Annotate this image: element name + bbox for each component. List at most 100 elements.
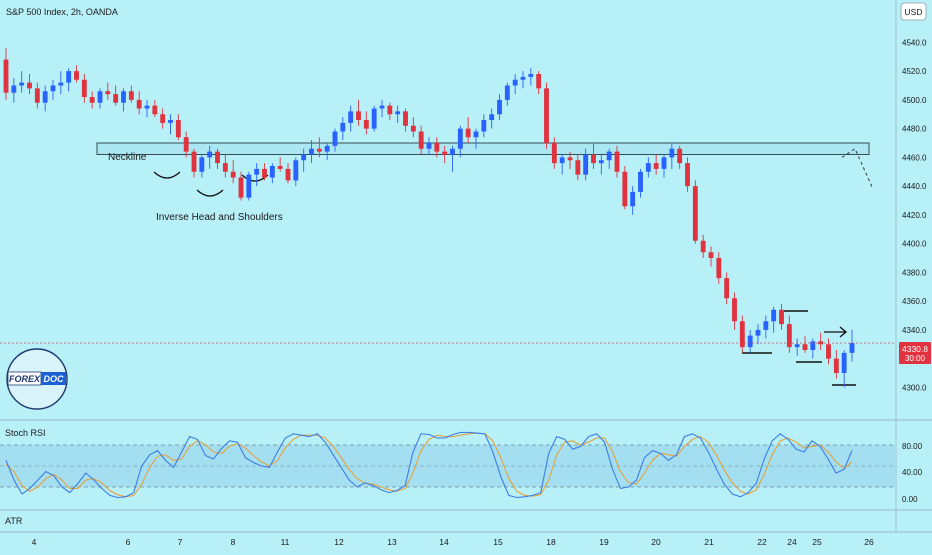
candle-bear <box>238 177 244 198</box>
candle-bear <box>363 120 369 129</box>
candle-bear <box>544 88 549 143</box>
candle-bear <box>708 252 714 258</box>
candle-bear <box>551 143 557 164</box>
candle-bull <box>66 71 72 83</box>
candle-bear <box>89 97 95 103</box>
candle-bull <box>293 160 299 181</box>
candle-bear <box>160 114 166 123</box>
candle-bear <box>222 163 228 172</box>
candle-bull <box>489 114 495 120</box>
candle-bull <box>450 148 455 155</box>
candle-bull <box>11 85 17 93</box>
time-label: 11 <box>281 537 290 547</box>
candle-bull <box>481 120 487 132</box>
last-price-tag <box>899 342 931 364</box>
candle-bear <box>724 278 730 299</box>
price-tick-label: 4420.0 <box>902 211 927 220</box>
candle-bear <box>230 171 236 178</box>
candle-bull <box>606 151 612 161</box>
candle-bear <box>113 94 119 103</box>
candle-bull <box>19 82 25 86</box>
candle-bull <box>645 163 651 172</box>
candle-bear <box>316 148 322 152</box>
candle-bear <box>739 321 745 348</box>
candle-bear <box>27 82 32 89</box>
time-label: 8 <box>231 537 236 547</box>
candle-bull <box>583 154 589 175</box>
candle-bear <box>716 258 722 279</box>
price-tick-label: 4460.0 <box>902 153 927 162</box>
candle-bull <box>371 108 377 129</box>
candle-bear <box>277 166 283 169</box>
candle-bear <box>191 151 197 172</box>
last-price-value: 4330.8 <box>902 344 928 354</box>
price-tick-label: 4400.0 <box>902 240 927 249</box>
candle-bull <box>763 321 769 330</box>
candle-bear <box>387 105 393 115</box>
candle-bear <box>692 186 698 241</box>
candle-bull <box>520 76 526 80</box>
price-tick-label: 4500.0 <box>902 96 927 105</box>
candle-bear <box>536 74 542 89</box>
candle-bear <box>285 168 291 181</box>
time-label: 15 <box>493 537 503 547</box>
candle-bear <box>622 171 628 207</box>
candle-bull <box>512 79 518 86</box>
candle-bull <box>50 85 56 92</box>
currency-label: USD <box>905 7 923 17</box>
candle-bull <box>661 157 667 169</box>
candle-bull <box>144 105 150 109</box>
candle-bull <box>426 143 432 149</box>
candle-bear <box>614 151 620 172</box>
candle-bear <box>105 91 111 95</box>
candle-bull <box>849 343 855 353</box>
time-label: 20 <box>651 537 661 547</box>
chart-title: S&P 500 Index, 2h, OANDA <box>6 7 118 17</box>
candle-bull <box>638 171 643 192</box>
candle-bear <box>410 125 416 132</box>
forexdoc-logo: FOREX DOC <box>6 348 68 410</box>
candle-bull <box>747 335 753 348</box>
candle-bull <box>199 157 205 172</box>
candle-bull <box>771 309 777 322</box>
last-price-countdown: 30:00 <box>905 354 926 363</box>
candle-bull <box>755 329 761 336</box>
candle-bull <box>168 120 173 123</box>
candle-bull <box>58 82 64 86</box>
currency-button[interactable] <box>900 2 927 21</box>
candle-bull <box>528 74 534 77</box>
candle-bear <box>81 79 87 97</box>
candle-bull <box>97 91 103 103</box>
logo-right-box <box>41 372 66 385</box>
candle-bear <box>700 240 706 253</box>
candle-bear <box>653 163 659 169</box>
candle-bull <box>348 111 354 123</box>
candle-bear <box>732 298 737 322</box>
logo-text-right: DOC <box>44 374 65 384</box>
candle-bear <box>802 344 808 350</box>
candle-bear <box>786 324 792 348</box>
candle-bear <box>3 59 9 93</box>
candle-bear <box>418 131 424 149</box>
price-tick-label: 4440.0 <box>902 182 927 191</box>
logo-text-left: FOREX <box>9 374 41 384</box>
price-tick-label: 4380.0 <box>902 268 927 277</box>
time-label: 13 <box>387 537 397 547</box>
candle-bull <box>473 131 479 138</box>
neckline-label: Neckline <box>108 152 147 163</box>
candle-bear <box>74 71 79 80</box>
candle-bull <box>497 99 502 115</box>
candle-bear <box>567 157 573 161</box>
time-label: 26 <box>864 537 874 547</box>
candle-bull <box>559 157 565 164</box>
candle-bear <box>591 154 596 164</box>
candle-bull <box>395 111 401 115</box>
time-axis: 4 6 7 8 11 12 13 14 15 18 19 20 21 22 24… <box>32 537 874 547</box>
candle-bull <box>42 91 48 103</box>
stoch-tick-0: 0.00 <box>902 495 918 504</box>
candle-bear <box>575 160 581 175</box>
candle-bear <box>442 151 448 155</box>
stoch-d-line <box>5 432 853 498</box>
projection-path <box>841 148 874 190</box>
